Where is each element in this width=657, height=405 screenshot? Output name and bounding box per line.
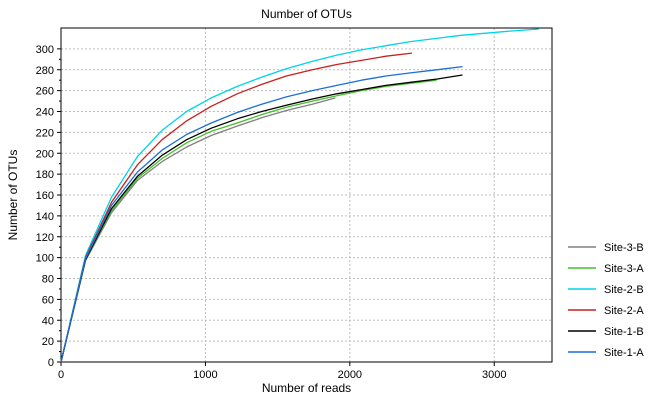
y-tick-label: 60 <box>42 294 54 306</box>
y-tick-label: 160 <box>36 190 54 202</box>
series-line-site-2-a <box>60 52 412 363</box>
y-tick-label: 0 <box>48 357 54 369</box>
y-tick-label: 220 <box>36 127 54 139</box>
legend-item: Site-1-B <box>568 326 644 338</box>
y-tick-label: 80 <box>42 274 54 286</box>
series-line-site-1-b <box>60 74 463 363</box>
grid <box>61 28 552 362</box>
legend-label: Site-3-A <box>604 263 644 275</box>
y-axis-ticks: 0 20 40 60 80 100 120 140 160 180 200 220 240 260 280 3… <box>36 44 61 369</box>
legend-item: Site-1-A <box>568 347 644 359</box>
y-tick-label: 300 <box>36 44 54 56</box>
series-line-site-1-a <box>60 65 463 363</box>
y-tick-label: 140 <box>36 211 54 223</box>
legend-label: Site-2-A <box>604 305 644 317</box>
x-tick-label: 0 <box>58 369 64 381</box>
y-tick-label: 200 <box>36 148 54 160</box>
y-tick-label: 260 <box>36 86 54 98</box>
series-line-site-3-a <box>60 79 437 363</box>
legend-label: Site-2-B <box>604 284 644 296</box>
y-tick-label: 280 <box>36 65 54 77</box>
legend-item: Site-3-B <box>568 242 644 254</box>
y-tick-label: 240 <box>36 107 54 119</box>
x-axis-title: Number of reads <box>262 381 351 395</box>
x-axis-ticks: 0 1000 2000 3000 <box>58 362 506 381</box>
y-tick-label: 100 <box>36 253 54 265</box>
y-tick-label: 40 <box>42 315 54 327</box>
legend-item: Site-2-A <box>568 305 644 317</box>
x-tick-label: 1000 <box>193 369 217 381</box>
series-lines <box>60 28 540 363</box>
y-tick-label: 180 <box>36 169 54 181</box>
legend-item: Site-3-A <box>568 263 644 275</box>
y-tick-label: 120 <box>36 232 54 244</box>
series-line-site-3-b <box>60 97 336 363</box>
y-tick-label: 20 <box>42 336 54 348</box>
series-line-site-2-b <box>60 28 540 363</box>
x-tick-label: 3000 <box>482 369 506 381</box>
legend-label: Site-1-A <box>604 347 644 359</box>
x-tick-label: 2000 <box>338 369 362 381</box>
legend: Site-3-B Site-3-A Site-2-B Site-2-A Site-1-B… <box>568 242 644 359</box>
legend-item: Site-2-B <box>568 284 644 296</box>
legend-label: Site-1-B <box>604 326 644 338</box>
y-axis-title: Number of OTUs <box>6 150 20 241</box>
legend-label: Site-3-B <box>604 242 644 254</box>
chart-title: Number of OTUs <box>261 7 352 21</box>
